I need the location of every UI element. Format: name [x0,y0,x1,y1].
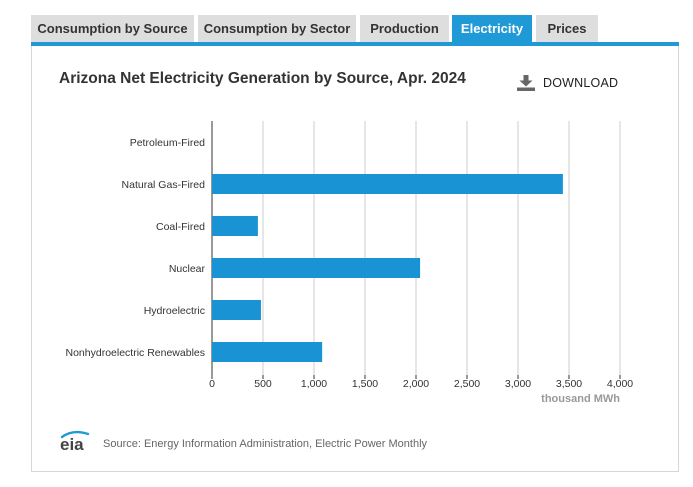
source-note: Source: Energy Information Administratio… [103,438,428,450]
bar-nuclear [212,258,421,278]
x-tick-label: 2,500 [454,378,480,390]
tab-electricity[interactable]: Electricity [452,15,532,42]
x-tick-label: 4,000 [607,378,633,390]
x-tick-label: 0 [209,378,215,390]
x-tick-label: 3,000 [505,378,531,390]
bar-nonhydroelectric-renewables [212,342,323,362]
tab-underline [31,42,679,46]
tab-strip: Consumption by Source Consumption by Sec… [31,15,679,42]
tab-prices[interactable]: Prices [536,15,598,42]
eia-logo-icon: eia [60,430,90,454]
x-tick-label: 3,500 [556,378,582,390]
tab-production[interactable]: Production [360,15,449,42]
category-label: Natural Gas-Fired [122,179,206,191]
category-label: Hydroelectric [144,305,205,317]
category-label: Petroleum-Fired [130,137,205,149]
x-tick-label: 2,000 [403,378,429,390]
x-tick-label: 1,000 [301,378,327,390]
category-label: Nonhydroelectric Renewables [66,347,206,359]
x-axis-label: thousand MWh [541,393,620,405]
tab-consumption-by-sector[interactable]: Consumption by Sector [198,15,356,42]
bar-natural-gas-fired [212,174,563,194]
x-tick-label: 1,500 [352,378,378,390]
download-button[interactable]: DOWNLOAD [517,73,618,93]
x-tick-label: 500 [254,378,272,390]
bar-hydroelectric [212,300,261,320]
category-label: Coal-Fired [156,221,205,233]
download-label: DOWNLOAD [543,76,619,90]
chart-title: Arizona Net Electricity Generation by So… [59,70,466,87]
bar-coal-fired [212,216,258,236]
tab-consumption-by-source[interactable]: Consumption by Source [31,15,194,42]
category-label: Nuclear [169,263,206,275]
download-icon [517,75,535,91]
eia-logo-text: eia [60,435,84,454]
